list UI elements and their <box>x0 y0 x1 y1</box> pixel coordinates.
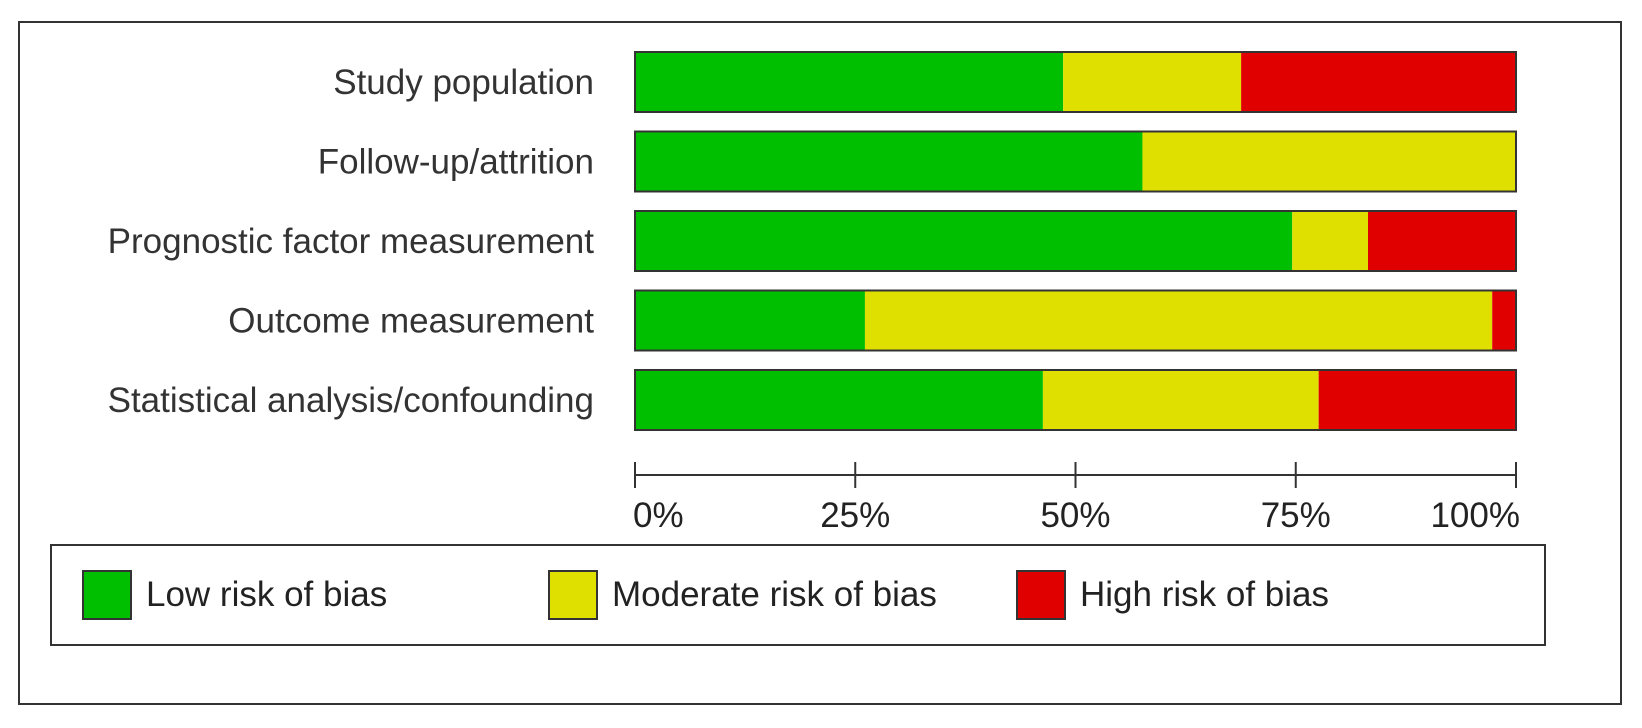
bar-segment-prognostic-factor-measurement-high-risk-of-bias <box>1367 211 1516 271</box>
x-tick-label-75: 75% <box>1261 496 1331 535</box>
legend-label-moderate: Moderate risk of bias <box>612 575 937 614</box>
bar-outline-prognostic-factor-measurement <box>634 210 1517 272</box>
category-label-prognostic-factor-measurement: Prognostic factor measurement <box>108 222 595 261</box>
legend-label-high: High risk of bias <box>1080 575 1329 614</box>
bar-segment-outcome-measurement-moderate-risk-of-bias <box>864 290 1493 351</box>
x-tick-label-0: 0% <box>633 496 684 535</box>
bar-segment-outcome-measurement-high-risk-of-bias <box>1492 290 1516 351</box>
x-tick-label-50: 50% <box>1040 496 1110 535</box>
bar-outline-follow-up-attrition <box>634 130 1517 193</box>
category-label-statistical-analysis-confounding: Statistical analysis/confounding <box>108 381 594 420</box>
legend: Low risk of bias Moderate risk of bias H… <box>50 544 1546 646</box>
category-label-outcome-measurement: Outcome measurement <box>228 302 594 341</box>
bar-segment-study-population-moderate-risk-of-bias <box>1063 52 1242 112</box>
x-tick-label-100: 100% <box>1430 496 1520 535</box>
stacked-bars <box>634 51 1517 431</box>
bar-segment-follow-up-attrition-moderate-risk-of-bias <box>1142 131 1516 192</box>
bar-segment-follow-up-attrition-low-risk-of-bias <box>635 131 1143 192</box>
legend-swatch-low <box>82 570 132 620</box>
x-tick-label-25: 25% <box>820 496 890 535</box>
bar-segment-statistical-analysis-confounding-high-risk-of-bias <box>1318 370 1516 430</box>
legend-swatch-high <box>1016 570 1066 620</box>
bar-outline-study-population <box>634 51 1517 113</box>
bar-segment-study-population-low-risk-of-bias <box>635 52 1064 112</box>
bar-segment-statistical-analysis-confounding-low-risk-of-bias <box>635 370 1043 430</box>
bar-segment-prognostic-factor-measurement-moderate-risk-of-bias <box>1292 211 1368 271</box>
bar-segment-statistical-analysis-confounding-moderate-risk-of-bias <box>1042 370 1319 430</box>
category-labels: Study population Follow-up/attrition Progn… <box>108 63 595 420</box>
category-label-follow-up-attrition: Follow-up/attrition <box>318 143 594 182</box>
bar-segment-prognostic-factor-measurement-low-risk-of-bias <box>635 211 1293 271</box>
legend-swatch-moderate <box>548 570 598 620</box>
legend-item-low: Low risk of bias <box>82 546 387 644</box>
legend-item-moderate: Moderate risk of bias <box>548 546 937 644</box>
bar-outline-statistical-analysis-confounding <box>634 369 1517 431</box>
legend-label-low: Low risk of bias <box>146 575 388 614</box>
legend-item-high: High risk of bias <box>1016 546 1329 644</box>
x-axis: 0% 25% 50% 75% 100% <box>633 462 1520 535</box>
bar-segment-study-population-high-risk-of-bias <box>1241 52 1516 112</box>
bar-outline-outcome-measurement <box>634 289 1517 352</box>
category-label-study-population: Study population <box>333 63 594 102</box>
bar-segment-outcome-measurement-low-risk-of-bias <box>635 290 865 351</box>
figure-frame <box>18 21 1622 705</box>
